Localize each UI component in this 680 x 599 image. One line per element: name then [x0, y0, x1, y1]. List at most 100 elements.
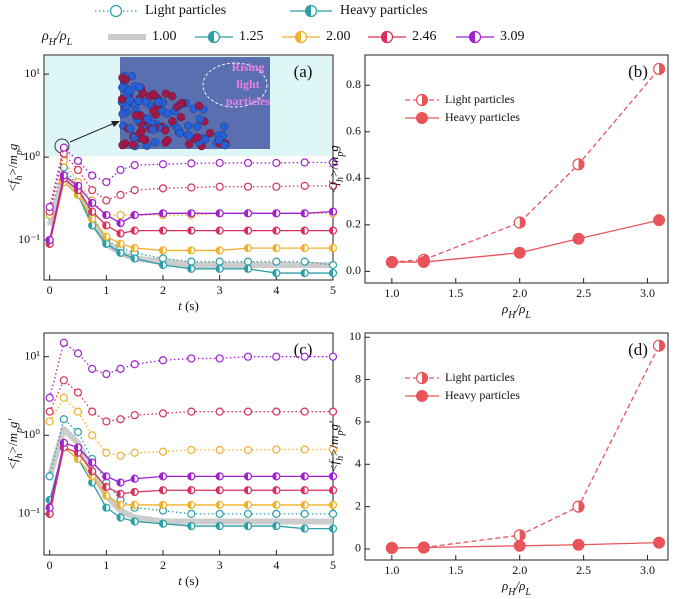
data-point: [385, 541, 398, 554]
marker-body: [59, 143, 68, 152]
marker-half: [102, 483, 107, 491]
marker-body: [88, 171, 97, 180]
marker-half: [216, 472, 220, 480]
data-point: [243, 407, 253, 416]
particle: [117, 95, 127, 104]
legend-label: 1.25: [239, 29, 264, 44]
marker-half: [187, 246, 192, 254]
inset-ellipse: [202, 62, 268, 108]
panel-label: (a): [294, 62, 313, 81]
particle: [137, 126, 146, 136]
marker-half: [117, 240, 121, 248]
data-point: [45, 393, 54, 402]
marker-half: [74, 182, 78, 190]
legend-marker: [416, 112, 428, 124]
marker-body: [215, 407, 224, 416]
data-point: [513, 529, 526, 542]
x-axis-label: ρH/ρL: [501, 578, 531, 598]
data-point: [59, 376, 68, 385]
marker-body: [88, 407, 97, 416]
data-point: [652, 62, 666, 76]
data-point: [130, 210, 139, 220]
label-part: /ρ: [55, 29, 67, 44]
data-point: [158, 184, 168, 193]
marker-half: [187, 486, 192, 494]
data-point: [102, 239, 111, 248]
marker-half: [329, 525, 333, 533]
marker-half: [301, 486, 305, 494]
label-part: m: [326, 435, 341, 444]
marker-body: [109, 4, 123, 18]
legend-label: Light particles: [445, 370, 515, 384]
data-point: [158, 447, 168, 456]
marker-half: [102, 233, 107, 241]
data-point: [243, 472, 253, 481]
label-part: m: [326, 157, 341, 166]
data-point: [88, 198, 97, 208]
marker-half: [117, 479, 121, 487]
marker-body: [272, 182, 281, 191]
particle: [148, 125, 158, 134]
label-part: L: [524, 587, 531, 598]
marker-body: [272, 407, 281, 416]
marker-half: [208, 31, 214, 43]
data-point: [59, 438, 68, 447]
data-point: [130, 487, 139, 497]
marker-half: [159, 520, 163, 528]
series-line: [49, 397, 333, 457]
marker-body: [116, 415, 125, 424]
data-point: [59, 171, 68, 180]
data-point: [102, 472, 111, 481]
particle: [193, 122, 202, 131]
label-part: t: [178, 298, 182, 313]
arrow-head: [111, 121, 120, 127]
data-point: [187, 209, 196, 218]
data-point: [513, 216, 526, 229]
marker-half: [244, 522, 248, 530]
marker-body: [73, 407, 83, 416]
label-part: (s): [182, 298, 199, 313]
data-point: [272, 521, 281, 531]
marker-body: [88, 364, 97, 373]
data-point: [102, 196, 111, 205]
marker-body: [102, 196, 111, 205]
marker-half: [381, 31, 387, 43]
data-point: [158, 209, 168, 218]
marker-body: [130, 411, 139, 420]
particle: [118, 83, 127, 92]
x-tick-label: 2.0: [512, 286, 527, 300]
label-part: p: [14, 428, 25, 434]
marker-half: [244, 486, 248, 494]
x-tick-label: 3: [217, 283, 223, 297]
data-point: [116, 229, 125, 238]
data-point: [88, 458, 97, 467]
y-axis-label: <fh>/mpg': [326, 421, 346, 472]
particle: [175, 129, 185, 138]
label-part: m: [5, 155, 20, 164]
data-point: [187, 500, 196, 510]
marker-half: [519, 529, 526, 541]
data-point: [243, 243, 253, 253]
marker-body: [130, 186, 139, 195]
data-point: [187, 257, 196, 266]
data-point: [328, 207, 338, 216]
data-point: [328, 226, 338, 235]
marker-half: [216, 265, 220, 273]
data-point: [158, 226, 168, 235]
data-point: [300, 209, 309, 218]
data-point: [300, 445, 309, 454]
marker-half: [216, 486, 220, 494]
marker-body: [328, 352, 338, 361]
data-point: [243, 509, 253, 518]
data-point: [187, 183, 196, 192]
data-point: [187, 486, 196, 495]
marker-body: [215, 509, 224, 518]
data-point: [130, 360, 139, 369]
data-point: [243, 445, 253, 455]
marker-half: [659, 340, 665, 352]
x-tick-label: 1: [103, 558, 109, 572]
marker-body: [215, 445, 224, 455]
marker-half: [272, 501, 277, 509]
legend-marker: [294, 30, 308, 44]
